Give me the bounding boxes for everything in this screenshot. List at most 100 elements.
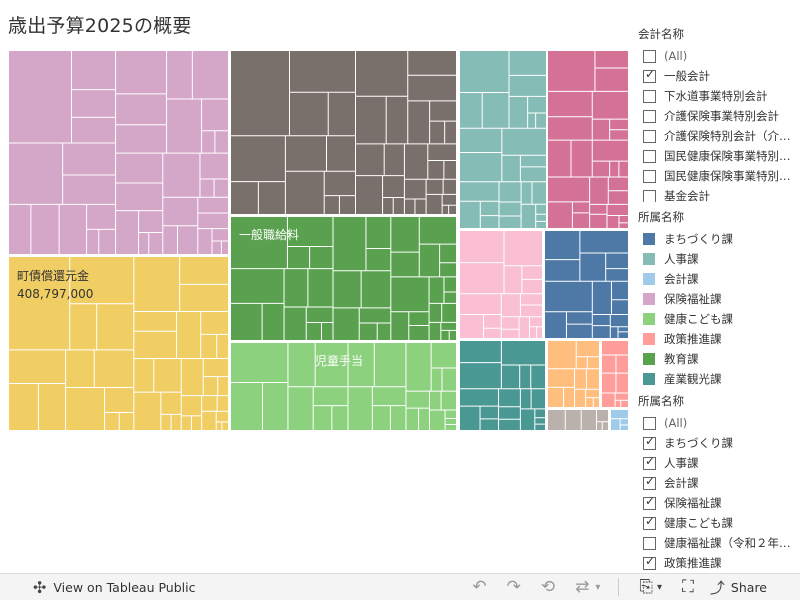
filter-account-title: 会計名称 <box>638 27 684 41</box>
treemap-cell[interactable] <box>9 51 228 254</box>
legend-item[interactable]: 健康こども課 <box>638 309 798 329</box>
checkbox[interactable] <box>643 474 656 490</box>
treemap-block[interactable] <box>231 343 456 430</box>
treemap-cell[interactable] <box>460 341 545 430</box>
treemap-block[interactable] <box>460 51 546 228</box>
fullscreen-icon[interactable]: ⛶ <box>682 577 694 597</box>
refresh-icon[interactable]: ⇄ <box>575 577 590 597</box>
legend-item[interactable]: 産業観光課 <box>638 369 798 389</box>
filter-account-option[interactable]: 介護保険事業特別会計 <box>638 106 798 126</box>
legend-item[interactable]: 政策推進課 <box>638 329 798 349</box>
checkbox[interactable] <box>643 416 656 430</box>
treemap-block[interactable] <box>9 257 228 430</box>
filter-account-option[interactable]: 国民健康保険事業特別会計（事業勘定） <box>638 146 798 166</box>
checkbox[interactable] <box>643 109 656 123</box>
filter-department-option[interactable]: 政策推進課 <box>638 553 798 573</box>
legend-swatch <box>643 353 655 365</box>
filter-account-option-label: 一般会計 <box>664 69 710 83</box>
checkbox[interactable] <box>643 89 656 103</box>
download-icon[interactable]: ⎘ <box>639 577 653 597</box>
legend-item-label: 教育課 <box>664 352 699 366</box>
treemap-subcells <box>460 231 542 338</box>
filter-department[interactable]: 所属名称 (All) まちづくり課人事課会計課保険福祉課健康こども課健康福祉課（令… <box>638 393 798 573</box>
filter-department-option[interactable]: (All) <box>638 413 798 433</box>
checkbox[interactable] <box>643 536 656 550</box>
checkbox[interactable] <box>643 554 656 570</box>
legend-title: 所属名称 <box>638 210 684 224</box>
filter-department-option[interactable]: 人事課 <box>638 453 798 473</box>
treemap-cell[interactable] <box>545 231 628 338</box>
checkbox[interactable] <box>643 67 656 83</box>
legend-item-label: 健康こども課 <box>664 312 733 326</box>
view-on-tableau-link[interactable]: ✣ View on Tableau Public <box>33 578 195 597</box>
filter-department-option-label: 会計課 <box>664 476 699 490</box>
filter-account-option-label: 下水道事業特別会計 <box>664 89 768 103</box>
legend-item[interactable]: 人事課 <box>638 249 798 269</box>
treemap-subcells <box>9 51 228 254</box>
checkbox[interactable] <box>643 49 656 63</box>
filter-account-option-label: 介護保険事業特別会計 <box>664 109 779 123</box>
treemap-block[interactable] <box>602 341 628 407</box>
legend-item[interactable]: 保険福祉課 <box>638 289 798 309</box>
download-dropdown-icon[interactable]: ▾ <box>656 581 662 593</box>
treemap-chart[interactable]: 町債償還元金 408,797,000 一般職給料 児童手当 <box>9 51 628 430</box>
filter-department-option-label: まちづくり課 <box>664 436 733 450</box>
checkbox[interactable] <box>643 129 656 143</box>
treemap-cell[interactable] <box>231 217 456 340</box>
treemap-block[interactable] <box>548 51 628 228</box>
filter-department-option[interactable]: まちづくり課 <box>638 433 798 453</box>
legend-item[interactable]: 教育課 <box>638 349 798 369</box>
filter-account-name[interactable]: 会計名称 (All) 一般会計下水道事業特別会計介護保険事業特別会計介護保険特別会… <box>638 26 798 202</box>
checkbox[interactable] <box>643 494 656 510</box>
treemap-cell[interactable] <box>548 410 608 430</box>
checkbox[interactable] <box>643 434 656 450</box>
treemap-block[interactable] <box>9 51 228 254</box>
filter-account-option[interactable]: 下水道事業特別会計 <box>638 86 798 106</box>
legend-item[interactable]: まちづくり課 <box>638 229 798 249</box>
filter-department-option[interactable]: 保険福祉課 <box>638 493 798 513</box>
filter-account-option[interactable]: 一般会計 <box>638 66 798 86</box>
treemap-cell[interactable] <box>231 51 456 214</box>
filter-department-option[interactable]: 会計課 <box>638 473 798 493</box>
treemap-block[interactable] <box>548 410 608 430</box>
treemap-block[interactable] <box>611 410 628 430</box>
legend-swatch <box>643 273 655 285</box>
treemap-block[interactable] <box>460 341 545 430</box>
treemap-block[interactable] <box>548 341 599 407</box>
filter-account-option[interactable]: 介護保険特別会計（介護サービス事業） <box>638 126 798 146</box>
treemap-block[interactable] <box>545 231 628 338</box>
checkbox[interactable] <box>643 454 656 470</box>
refresh-dropdown-icon[interactable]: ▾ <box>595 581 601 593</box>
filter-account-option-label: 国民健康保険事業特別会計（直診勘定） <box>664 169 796 183</box>
checkbox[interactable] <box>643 169 656 183</box>
treemap-block[interactable] <box>231 217 456 340</box>
revert-icon[interactable]: ⟲ <box>540 577 556 597</box>
checkbox[interactable] <box>643 189 656 202</box>
legend-item[interactable]: 会計課 <box>638 269 798 289</box>
share-button[interactable]: ⤴ Share <box>710 577 767 598</box>
filter-account-option-label: 基金会計 <box>664 189 710 202</box>
checkbox[interactable] <box>643 514 656 530</box>
filter-department-option[interactable]: 健康こども課 <box>638 513 798 533</box>
toolbar-divider <box>618 578 620 596</box>
filter-account-option[interactable]: 基金会計 <box>638 186 798 202</box>
filter-account-option[interactable]: 国民健康保険事業特別会計（直診勘定） <box>638 166 798 186</box>
treemap-block[interactable] <box>231 51 456 214</box>
treemap-cell[interactable] <box>548 51 628 228</box>
filter-account-option-label: (All) <box>664 49 688 63</box>
checkbox[interactable] <box>643 149 656 163</box>
treemap-cell[interactable] <box>9 257 228 430</box>
treemap-value-label: 408,797,000 <box>17 287 93 301</box>
redo-icon[interactable]: ↷ <box>506 577 521 597</box>
dashboard-title: 歳出予算2025の概要 <box>8 15 192 37</box>
undo-icon[interactable]: ↶ <box>472 577 487 597</box>
treemap-cell[interactable] <box>548 341 599 407</box>
treemap-label: 町債償還元金 <box>17 268 89 283</box>
filter-account-option[interactable]: (All) <box>638 46 798 66</box>
legend-department[interactable]: 所属名称 まちづくり課 人事課 会計課 保険福祉課健康こども課政策推進課教育課産業観光… <box>638 209 798 389</box>
filter-department-title: 所属名称 <box>638 394 684 408</box>
treemap-cell[interactable] <box>611 410 628 430</box>
filter-department-option[interactable]: 健康福祉課（令和２年度まで） <box>638 533 798 553</box>
treemap-block[interactable] <box>460 231 542 338</box>
legend-swatch <box>643 253 655 265</box>
